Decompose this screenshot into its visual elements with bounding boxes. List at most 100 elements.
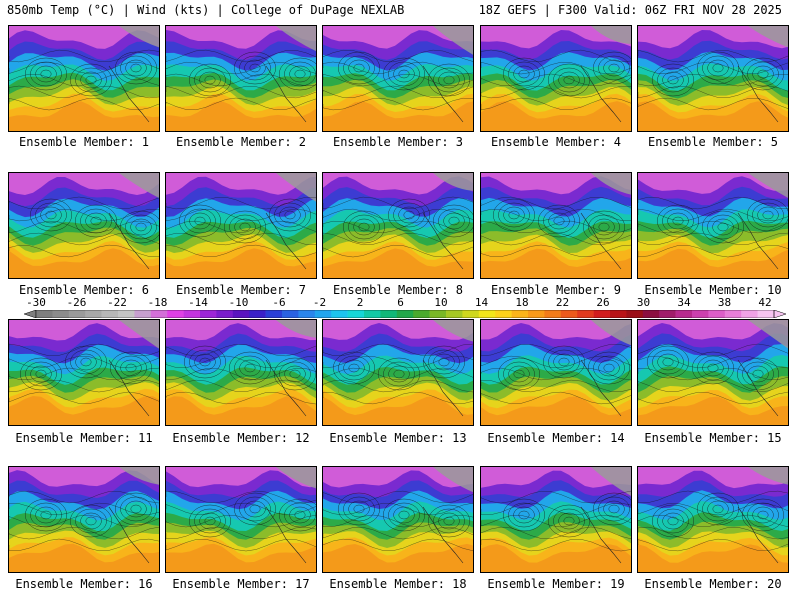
colorbar-swatch <box>331 310 348 318</box>
colorbar-swatch <box>200 310 217 318</box>
colorbar-tick-label: -26 <box>66 296 87 309</box>
colorbar-swatch <box>118 310 135 318</box>
ensemble-map-panel <box>322 466 474 573</box>
colorbar-swatch <box>626 310 644 318</box>
ensemble-member-label: Ensemble Member: 13 <box>329 431 467 445</box>
ensemble-map-panel <box>480 466 632 573</box>
ensemble-map-panel <box>165 25 317 132</box>
temperature-field-map <box>166 26 316 131</box>
colorbar-swatch <box>708 310 726 318</box>
colorbar-swatch <box>282 310 299 318</box>
temperature-field-map <box>638 26 788 131</box>
ensemble-map-panel <box>165 319 317 426</box>
temperature-field-map <box>323 320 473 425</box>
colorbar-swatch <box>462 310 480 318</box>
temperature-field-map <box>166 320 316 425</box>
colorbar-swatch <box>446 310 463 318</box>
colorbar-tick-label: 6 <box>397 296 404 309</box>
colorbar-swatch <box>577 310 594 318</box>
colorbar-swatch <box>101 310 119 318</box>
colorbar-swatch <box>593 310 611 318</box>
colorbar-tick-label: 38 <box>717 296 732 309</box>
colorbar-tick-label: -6 <box>272 296 286 309</box>
colorbar-swatch <box>741 310 758 318</box>
colorbar-swatch <box>675 310 693 318</box>
colorbar-swatch <box>167 310 184 318</box>
colorbar-tick-label: -30 <box>26 296 46 309</box>
temperature-field-map <box>638 467 788 572</box>
colorbar-swatch <box>544 310 562 318</box>
colorbar-swatch <box>216 310 234 318</box>
colorbar-tick-label: 18 <box>515 296 529 309</box>
ensemble-member-label: Ensemble Member: 12 <box>172 431 310 445</box>
colorbar-swatch <box>52 310 70 318</box>
colorbar-swatch <box>347 310 365 318</box>
temperature-field-map <box>638 173 788 278</box>
temperature-field-map <box>9 320 159 425</box>
ensemble-map-panel <box>480 25 632 132</box>
colorbar-swatch <box>150 310 168 318</box>
ensemble-member-label: Ensemble Member: 15 <box>644 431 782 445</box>
colorbar-tick-label: 10 <box>434 296 448 309</box>
ensemble-member-label: Ensemble Member: 6 <box>18 283 150 297</box>
colorbar-tick-label: 42 <box>758 296 772 309</box>
temperature-field-map <box>323 173 473 278</box>
colorbar-tick-label: -18 <box>147 296 168 309</box>
ensemble-map-panel <box>637 319 789 426</box>
colorbar-tick-label: -22 <box>107 296 127 309</box>
header-right-title: 18Z GEFS | F300 Valid: 06Z FRI NOV 28 20… <box>478 3 782 17</box>
colorbar-swatch <box>380 310 398 318</box>
ensemble-map-panel <box>480 319 632 426</box>
ensemble-member-label: Ensemble Member: 16 <box>15 577 153 591</box>
colorbar-swatch <box>249 310 266 318</box>
colorbar-swatch <box>314 310 332 318</box>
ensemble-map-panel <box>8 319 160 426</box>
ensemble-member-label: Ensemble Member: 10 <box>644 283 782 297</box>
colorbar-swatch <box>232 310 250 318</box>
colorbar-swatch <box>413 310 430 318</box>
temperature-field-map <box>9 467 159 572</box>
temperature-field-map <box>323 467 473 572</box>
ensemble-member-label: Ensemble Member: 3 <box>332 135 464 149</box>
colorbar-tick-label: 14 <box>474 296 489 309</box>
ensemble-map-panel <box>322 172 474 279</box>
ensemble-map-panel <box>480 172 632 279</box>
temperature-field-map <box>166 173 316 278</box>
colorbar-tick-label: -14 <box>188 296 208 309</box>
ensemble-map-panel <box>637 172 789 279</box>
colorbar-tick-label: -2 <box>312 296 327 309</box>
header-left-title: 850mb Temp (°C) | Wind (kts) | College o… <box>7 3 405 17</box>
ensemble-map-panel <box>322 319 474 426</box>
colorbar-tick-label: -10 <box>228 296 249 309</box>
colorbar-swatch <box>298 310 316 318</box>
colorbar-swatch <box>528 310 545 318</box>
colorbar-swatch <box>659 310 676 318</box>
ensemble-map-panel <box>8 466 160 573</box>
colorbar-swatch <box>495 310 512 318</box>
colorbar-swatch <box>642 310 660 318</box>
colorbar-swatch <box>85 310 102 318</box>
colorbar-tick-label: 22 <box>555 296 570 309</box>
ensemble-map-panel <box>637 466 789 573</box>
colorbar-tick-labels: -30 -26 -22 -18 -14 -10 -6 -2 2 6 10 14 18 22 26 30 34 38… <box>0 296 800 309</box>
temperature-field-map <box>9 173 159 278</box>
colorbar-swatch <box>478 310 496 318</box>
ensemble-member-label: Ensemble Member: 8 <box>332 283 464 297</box>
colorbar-swatch <box>396 310 414 318</box>
colorbar-tick-label: 30 <box>636 296 651 309</box>
colorbar-swatch <box>68 310 86 318</box>
temperature-field-map <box>323 26 473 131</box>
ensemble-member-label: Ensemble Member: 9 <box>490 283 622 297</box>
colorbar-swatch <box>692 310 709 318</box>
temperature-colorbar <box>24 310 786 318</box>
colorbar-swatch <box>610 310 627 318</box>
ensemble-member-label: Ensemble Member: 11 <box>15 431 153 445</box>
colorbar-tick-label: 26 <box>596 296 610 309</box>
colorbar-swatch <box>757 310 775 318</box>
ensemble-member-label: Ensemble Member: 1 <box>18 135 150 149</box>
temperature-field-map <box>481 26 631 131</box>
temperature-field-map <box>481 467 631 572</box>
ensemble-member-label: Ensemble Member: 4 <box>490 135 622 149</box>
temperature-field-map <box>481 173 631 278</box>
colorbar-swatch <box>511 310 529 318</box>
